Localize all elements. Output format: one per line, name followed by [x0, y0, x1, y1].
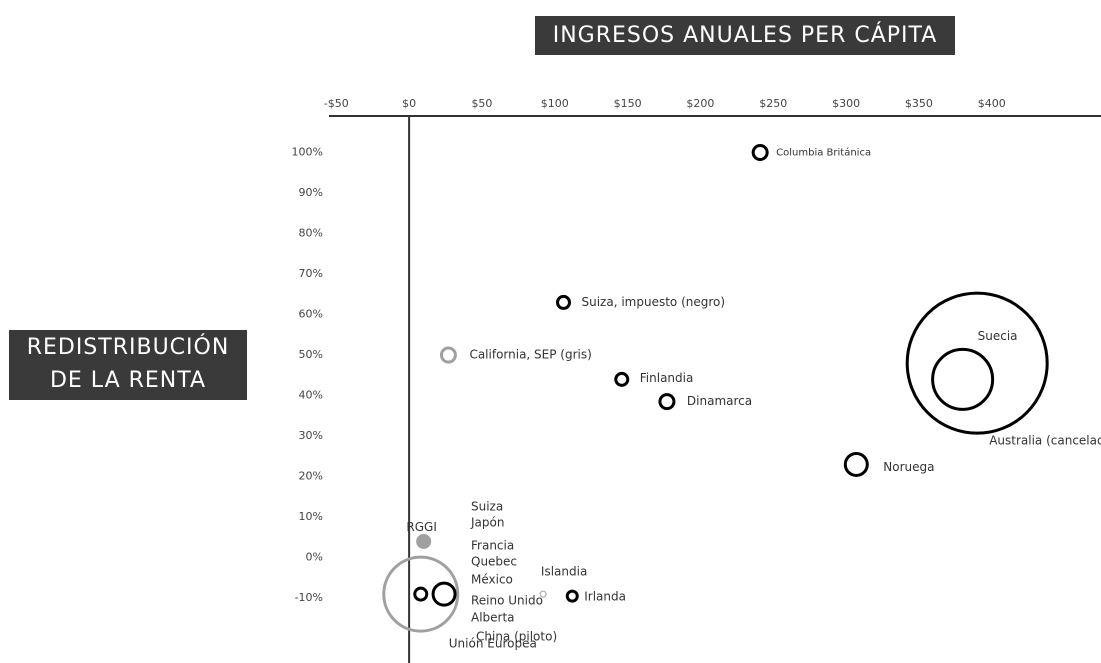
point-label: Irlanda — [584, 590, 626, 604]
bubble — [539, 590, 547, 598]
point-label: Islandia — [541, 565, 587, 579]
cluster-label: China (piloto) — [476, 630, 557, 644]
cluster-label: Quebec — [471, 555, 517, 569]
bubble — [565, 589, 579, 603]
x-tick-label: $300 — [832, 97, 860, 110]
cluster-label: Francia — [471, 539, 514, 553]
bubble — [751, 143, 769, 161]
x-tick-label: $0 — [402, 97, 416, 110]
y-tick-label: 60% — [299, 308, 323, 321]
y-tick-label: 40% — [299, 389, 323, 402]
y-tick-label: 20% — [299, 470, 323, 483]
point-label: California, SEP (gris) — [469, 348, 591, 362]
point-label: Dinamarca — [687, 394, 752, 408]
point-label: Noruega — [883, 460, 934, 474]
y-tick-label: 0% — [306, 551, 323, 564]
y-tick-label: 30% — [299, 429, 323, 442]
y-axis-label: REDISTRIBUCIÓN — [27, 334, 230, 360]
cluster-label: Suiza — [471, 500, 503, 514]
point-label: Suiza, impuesto (negro) — [582, 295, 726, 309]
cluster-label: Reino Unido — [471, 594, 543, 608]
y-tick-label: 10% — [299, 510, 323, 523]
bubble — [658, 393, 676, 411]
title-box — [535, 16, 955, 55]
bubble — [439, 346, 457, 364]
bubble — [382, 555, 460, 633]
x-tick-label: $250 — [759, 97, 787, 110]
y-axis-label: DE LA RENTA — [50, 368, 206, 393]
point-label: RGGI — [406, 520, 436, 534]
y-tick-label: 50% — [299, 348, 323, 361]
bubble — [556, 294, 572, 310]
y-tick-label: 100% — [292, 145, 323, 158]
x-tick-label: $150 — [614, 97, 642, 110]
y-tick-label: 80% — [299, 227, 323, 240]
bubble — [416, 533, 432, 549]
point-label: Australia (cancelado) — [989, 434, 1101, 448]
x-tick-label: $100 — [541, 97, 569, 110]
bubble — [431, 581, 457, 607]
x-tick-label: -$50 — [324, 97, 349, 110]
chart-title: INGRESOS ANUALES PER CÁPITA — [553, 22, 938, 48]
cluster-label: Japón — [470, 516, 504, 530]
bubble — [905, 291, 1049, 435]
point-label: Finlandia — [640, 371, 694, 385]
bubble — [614, 371, 630, 387]
bubble — [413, 586, 429, 602]
x-tick-label: $400 — [978, 97, 1006, 110]
x-tick-label: $350 — [905, 97, 933, 110]
point-label: Columbia Británica — [776, 146, 871, 158]
y-tick-label: 70% — [299, 267, 323, 280]
point-label: Unión Europea — [449, 637, 537, 651]
point-label: Suecia — [978, 329, 1018, 343]
bubble — [931, 347, 995, 411]
ylabel-box — [9, 330, 247, 400]
y-tick-label: 90% — [299, 186, 323, 199]
x-tick-label: $200 — [686, 97, 714, 110]
cluster-label: Alberta — [471, 611, 515, 625]
y-tick-label: -10% — [295, 591, 323, 604]
cluster-label: México — [471, 573, 513, 587]
bubble — [843, 451, 869, 477]
x-tick-label: $50 — [471, 97, 492, 110]
